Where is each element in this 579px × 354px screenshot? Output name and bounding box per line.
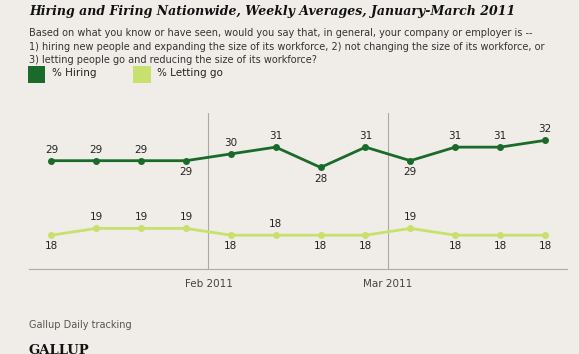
Text: 18: 18: [449, 241, 462, 251]
Text: Mar 2011: Mar 2011: [363, 279, 413, 289]
Text: Based on what you know or have seen, would you say that, in general, your compan: Based on what you know or have seen, wou…: [29, 28, 533, 38]
Text: 30: 30: [224, 138, 237, 148]
Text: 29: 29: [134, 144, 148, 155]
Text: Gallup Daily tracking: Gallup Daily tracking: [29, 320, 131, 330]
Text: 31: 31: [269, 131, 283, 141]
Text: % Letting go: % Letting go: [157, 68, 223, 78]
Text: 31: 31: [359, 131, 372, 141]
Text: 18: 18: [269, 219, 283, 229]
Text: 18: 18: [45, 241, 58, 251]
Text: 18: 18: [314, 241, 327, 251]
Text: 19: 19: [134, 212, 148, 222]
Text: 18: 18: [359, 241, 372, 251]
Text: % Hiring: % Hiring: [52, 68, 97, 78]
Text: 19: 19: [179, 212, 193, 222]
Text: 1) hiring new people and expanding the size of its workforce, 2) not changing th: 1) hiring new people and expanding the s…: [29, 42, 544, 52]
Text: 31: 31: [493, 131, 507, 141]
Text: 29: 29: [179, 167, 193, 177]
Text: 29: 29: [45, 144, 58, 155]
Text: 18: 18: [224, 241, 237, 251]
Text: 32: 32: [538, 124, 552, 134]
Text: 29: 29: [404, 167, 417, 177]
Text: 19: 19: [404, 212, 417, 222]
Text: Hiring and Firing Nationwide, Weekly Averages, January-March 2011: Hiring and Firing Nationwide, Weekly Ave…: [29, 5, 515, 18]
Text: 29: 29: [90, 144, 103, 155]
Text: 18: 18: [538, 241, 552, 251]
Text: 31: 31: [449, 131, 462, 141]
Text: 19: 19: [90, 212, 103, 222]
Text: Feb 2011: Feb 2011: [185, 279, 232, 289]
Text: 28: 28: [314, 173, 327, 184]
Text: 18: 18: [493, 241, 507, 251]
Text: GALLUP: GALLUP: [29, 344, 90, 354]
Text: 3) letting people go and reducing the size of its workforce?: 3) letting people go and reducing the si…: [29, 55, 317, 65]
